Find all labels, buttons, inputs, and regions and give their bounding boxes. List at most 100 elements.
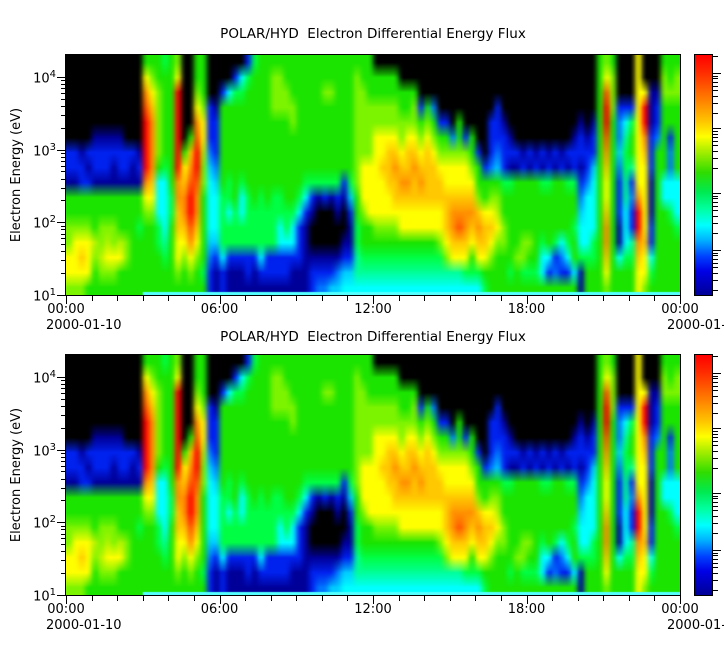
- x-tick-label: 00:00: [47, 302, 85, 317]
- y-minor-tick: [61, 551, 66, 553]
- y-minor-tick: [61, 465, 66, 467]
- x-tick: [552, 296, 554, 301]
- panel2-date-left: 2000-01-10: [46, 618, 122, 633]
- y-tick-label: 101: [26, 584, 56, 606]
- x-tick: [245, 596, 247, 601]
- x-tick: [142, 596, 144, 601]
- x-tick: [219, 596, 221, 604]
- colorbar-minor-tick: [713, 395, 718, 397]
- colorbar-minor-tick: [713, 210, 718, 212]
- colorbar-minor-tick: [713, 552, 718, 554]
- colorbar-minor-tick: [713, 412, 718, 414]
- colorbar-minor-tick: [713, 505, 718, 507]
- x-tick: [398, 596, 400, 601]
- colorbar-minor-tick: [713, 579, 718, 581]
- colorbar-minor-tick: [713, 272, 718, 274]
- x-tick: [347, 596, 349, 601]
- x-tick: [270, 296, 272, 301]
- colorbar-minor-tick: [713, 532, 718, 534]
- y-minor-tick: [61, 478, 66, 480]
- colorbar-minor-tick: [713, 498, 718, 500]
- colorbar-minor-tick: [713, 375, 718, 377]
- x-tick: [526, 296, 528, 304]
- x-tick: [680, 296, 681, 304]
- x-tick-label: 06:00: [200, 602, 239, 617]
- colorbar-minor-tick: [713, 279, 718, 281]
- x-tick: [142, 296, 144, 301]
- x-tick: [66, 596, 67, 604]
- y-minor-tick: [61, 127, 66, 129]
- y-tick: [57, 522, 66, 524]
- y-minor-tick: [61, 98, 66, 100]
- x-tick: [117, 296, 119, 301]
- colorbar-minor-tick: [713, 198, 718, 200]
- colorbar-tick: [713, 73, 721, 74]
- x-tick: [500, 296, 502, 301]
- y-minor-tick: [61, 383, 66, 385]
- x-tick: [193, 296, 195, 301]
- y-minor-tick: [61, 500, 66, 502]
- x-tick: [91, 596, 93, 601]
- colorbar-minor-tick: [713, 130, 718, 132]
- colorbar-minor-tick: [713, 232, 718, 234]
- y-tick-exponent: 3: [49, 141, 56, 153]
- colorbar-minor-tick: [713, 495, 718, 497]
- y-minor-tick: [61, 88, 66, 90]
- y-minor-tick: [61, 273, 66, 275]
- colorbar-minor-tick: [713, 133, 718, 135]
- x-tick: [321, 596, 323, 601]
- y-tick-base: 10: [33, 371, 50, 387]
- colorbar-minor-tick: [713, 55, 718, 57]
- x-tick-label: 06:00: [200, 302, 239, 317]
- panel2-date-right: 2000-01-: [667, 618, 724, 633]
- colorbar-minor-tick: [713, 385, 718, 387]
- colorbar-tick: [713, 373, 721, 374]
- x-tick: [424, 296, 426, 301]
- y-minor-tick: [61, 538, 66, 540]
- x-tick: [373, 296, 374, 304]
- colorbar-minor-tick: [713, 215, 718, 217]
- y-tick-base: 10: [33, 216, 50, 232]
- y-minor-tick: [61, 171, 66, 173]
- y-tick-label: 102: [26, 511, 56, 533]
- y-minor-tick: [61, 414, 66, 416]
- colorbar-minor-tick: [713, 195, 718, 197]
- x-tick-label: 12:00: [354, 602, 392, 617]
- colorbar-minor-tick: [713, 450, 718, 452]
- y-tick-label: 104: [26, 66, 56, 88]
- colorbar-minor-tick: [713, 381, 718, 383]
- x-tick-label: 18:00: [507, 602, 546, 617]
- y-tick-exponent: 1: [49, 287, 56, 298]
- y-minor-tick: [61, 93, 66, 94]
- x-tick: [270, 596, 272, 601]
- y-minor-tick: [61, 80, 66, 82]
- colorbar-minor-tick: [713, 157, 718, 159]
- x-tick-label: 12:00: [354, 302, 392, 317]
- x-tick-label: 18:00: [507, 302, 546, 317]
- colorbar-minor-tick: [713, 85, 718, 87]
- colorbar-tick: [713, 128, 721, 130]
- y-minor-tick: [61, 471, 66, 473]
- y-minor-tick: [61, 156, 66, 158]
- colorbar-minor-tick: [713, 95, 718, 97]
- x-tick: [449, 596, 451, 601]
- y-minor-tick: [61, 260, 66, 262]
- x-tick: [168, 596, 170, 601]
- panel2-title: POLAR/HYD Electron Differential Energy F…: [220, 329, 526, 345]
- colorbar-tick: [713, 428, 721, 430]
- colorbar-minor-tick: [713, 562, 718, 564]
- x-tick-label: 00:00: [661, 602, 699, 617]
- colorbar-1: [694, 54, 713, 296]
- x-tick: [193, 596, 195, 601]
- y-tick: [57, 222, 66, 224]
- x-tick: [219, 296, 221, 304]
- colorbar-tick: [713, 550, 721, 551]
- x-tick: [347, 296, 349, 301]
- colorbar-minor-tick: [713, 589, 718, 591]
- colorbar-minor-tick: [713, 510, 718, 512]
- y-minor-tick: [61, 393, 66, 394]
- x-tick: [654, 596, 656, 601]
- x-tick: [168, 296, 170, 301]
- x-tick: [654, 296, 656, 301]
